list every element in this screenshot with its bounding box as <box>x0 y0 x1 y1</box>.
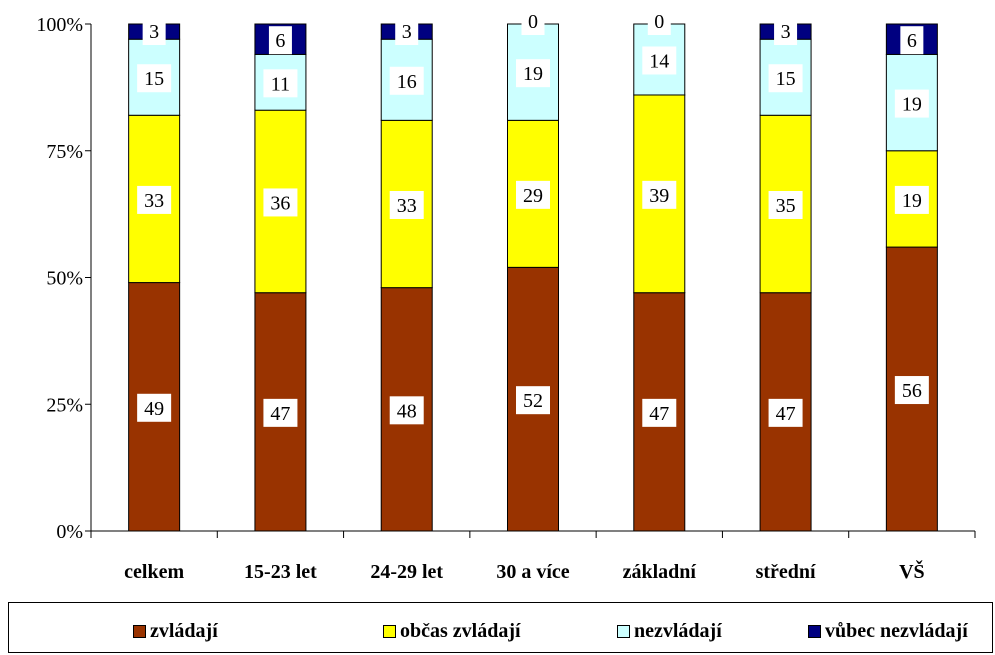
legend-swatch-vubec-nezvladaji <box>808 625 821 638</box>
data-label-bg <box>263 398 298 427</box>
y-tick-label: 100% <box>36 14 83 36</box>
data-label-bg <box>137 393 172 422</box>
data-label: 35 <box>776 195 796 217</box>
data-label: 39 <box>649 185 669 207</box>
data-label-bg <box>263 188 298 217</box>
legend-label: zvládají <box>150 620 218 642</box>
data-label-bg <box>894 185 929 214</box>
data-label: 33 <box>397 195 417 217</box>
data-label: 47 <box>649 403 669 425</box>
legend-item-obcas-zvladaji: občas zvládají <box>383 620 521 643</box>
y-tick-label: 75% <box>46 141 83 163</box>
x-tick-label: 24-29 let <box>370 561 443 583</box>
data-label-bg <box>768 64 803 93</box>
legend-swatch-nezvladaji <box>617 625 630 638</box>
legend-item-vubec-nezvladaji: vůbec nezvládají <box>808 620 968 643</box>
data-label: 19 <box>902 190 922 212</box>
data-label-bg <box>900 26 924 55</box>
y-tick-label: 50% <box>46 268 83 290</box>
data-label: 48 <box>397 400 417 422</box>
data-label-bg <box>395 17 419 45</box>
data-label-bg <box>521 7 545 35</box>
data-label: 47 <box>270 403 290 425</box>
data-label: 0 <box>528 11 538 33</box>
data-label: 15 <box>776 68 796 90</box>
data-label: 19 <box>902 94 922 116</box>
x-tick-label: 15-23 let <box>244 561 317 583</box>
data-label: 19 <box>523 63 543 85</box>
data-label: 6 <box>275 30 285 52</box>
data-label: 3 <box>781 21 791 43</box>
stacked-bar-chart: 0%25%50%75%100%4933153celkem473611615-23… <box>36 7 976 583</box>
data-label: 56 <box>902 380 922 402</box>
y-tick-label: 0% <box>56 521 83 543</box>
data-label: 49 <box>144 398 164 420</box>
data-label: 36 <box>270 192 290 214</box>
legend-item-nezvladaji: nezvládají <box>617 620 722 643</box>
data-label: 33 <box>144 190 164 212</box>
data-label-bg <box>768 190 803 219</box>
data-label-bg <box>894 376 929 405</box>
data-label-bg <box>774 17 798 45</box>
data-label-bg <box>389 66 424 95</box>
chart-legend: zvládají občas zvládají nezvládají vůbec… <box>8 602 993 653</box>
data-label: 11 <box>271 73 290 95</box>
data-label-bg <box>647 7 671 35</box>
legend-label: nezvládají <box>634 620 722 642</box>
data-label: 6 <box>907 30 917 52</box>
data-label: 52 <box>523 390 543 412</box>
data-label: 14 <box>649 50 669 72</box>
data-label: 29 <box>523 185 543 207</box>
y-tick-label: 25% <box>46 394 83 416</box>
x-tick-label: 30 a více <box>496 561 569 583</box>
data-label-bg <box>768 398 803 427</box>
data-label-bg <box>137 185 172 214</box>
data-label-bg <box>268 26 292 55</box>
data-label: 0 <box>654 11 664 33</box>
x-tick-label: základní <box>623 561 697 583</box>
data-label-bg <box>389 396 424 425</box>
data-label-bg <box>516 180 550 209</box>
data-label: 47 <box>776 403 796 425</box>
data-label-bg <box>516 59 550 88</box>
x-tick-label: celkem <box>124 561 184 583</box>
data-label: 3 <box>149 21 159 43</box>
data-label-bg <box>137 64 172 93</box>
legend-item-zvladaji: zvládají <box>133 620 218 643</box>
data-label-bg <box>263 69 298 98</box>
legend-swatch-zvladaji <box>133 625 146 638</box>
x-tick-label: VŠ <box>899 559 925 583</box>
data-label-bg <box>142 17 166 45</box>
data-label-bg <box>894 89 929 118</box>
data-label-bg <box>642 46 677 75</box>
data-label: 3 <box>402 21 412 43</box>
data-label: 16 <box>397 71 417 93</box>
legend-label: vůbec nezvládají <box>825 620 968 642</box>
legend-label: občas zvládají <box>400 620 521 642</box>
data-label: 15 <box>144 68 164 90</box>
data-label-bg <box>389 190 424 219</box>
data-label-bg <box>642 398 677 427</box>
x-tick-label: střední <box>756 561 816 583</box>
data-label-bg <box>516 386 550 415</box>
legend-swatch-obcas-zvladaji <box>383 625 396 638</box>
data-label-bg <box>642 180 677 209</box>
